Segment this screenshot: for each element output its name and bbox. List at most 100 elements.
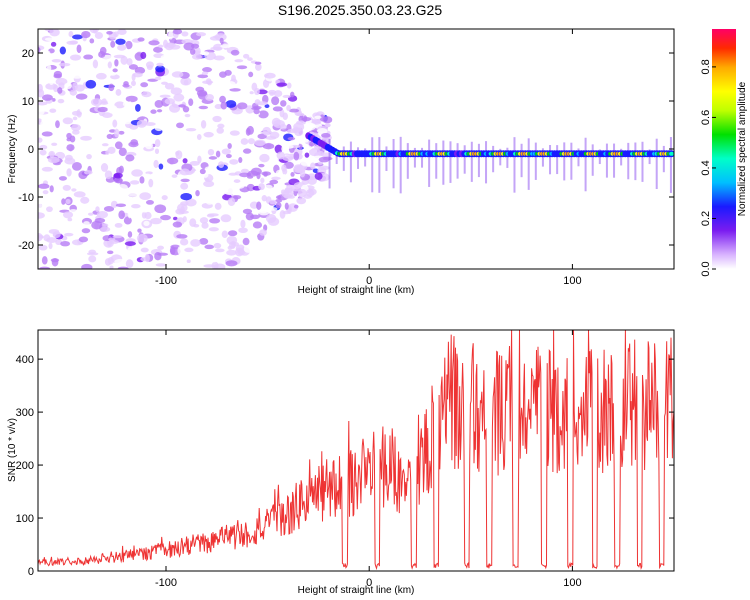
heatmap-cell	[170, 87, 183, 95]
y-tick-label: -10	[18, 192, 34, 204]
heatmap-cell	[641, 141, 644, 182]
heatmap-cell	[275, 198, 282, 203]
heatmap-cell	[83, 170, 93, 175]
heatmap-cell	[61, 198, 66, 205]
heatmap-cell	[421, 147, 424, 168]
heatmap-cell	[172, 221, 183, 228]
heatmap-cell	[178, 210, 189, 214]
heatmap-cell	[210, 46, 223, 51]
heatmap-cell	[155, 65, 166, 73]
heatmap-cell	[563, 142, 566, 181]
heatmap-cell	[65, 198, 71, 205]
heatmap-cell	[127, 88, 134, 95]
heatmap-cell	[114, 258, 127, 265]
colorbar-tick-label: 0.8	[700, 59, 712, 74]
heatmap-cell	[477, 143, 480, 178]
heatmap-cell	[294, 100, 301, 106]
snr-series-line	[38, 330, 674, 571]
heatmap-cell	[284, 202, 289, 210]
heatmap-cell	[58, 62, 71, 67]
heatmap-cell	[196, 133, 202, 141]
heatmap-cell	[282, 155, 294, 162]
heatmap-cell	[38, 232, 43, 242]
heatmap-cell	[269, 131, 280, 139]
heatmap-cell	[154, 148, 160, 155]
snr-x-label: Height of straight line (km)	[298, 585, 415, 596]
heatmap-cell	[159, 94, 171, 98]
x-tick-label: 100	[563, 577, 581, 589]
heatmap-cell	[39, 149, 47, 156]
heatmap-cell	[197, 155, 202, 164]
heatmap-cell	[135, 104, 141, 112]
heatmap-cell	[245, 105, 255, 114]
y-tick-label: 10	[22, 96, 34, 108]
heatmap-cell	[260, 177, 265, 184]
heatmap-cell	[57, 87, 63, 94]
heatmap-cell	[137, 228, 142, 233]
heatmap-cell	[385, 146, 388, 171]
heatmap-cell	[95, 72, 107, 80]
heatmap-cell	[196, 32, 207, 37]
heatmap-cell	[271, 96, 280, 106]
colorbar-tick-label: 0.4	[700, 160, 712, 175]
heatmap-cell	[81, 263, 93, 269]
heatmap-cell	[193, 47, 201, 56]
heatmap-cell	[577, 148, 580, 167]
heatmap-cell	[605, 143, 608, 178]
heatmap-cell	[129, 180, 140, 185]
heatmap-cell	[234, 59, 244, 63]
heatmap-cell	[120, 55, 128, 65]
heatmap-cell	[69, 54, 82, 61]
heatmap-cell	[108, 83, 115, 92]
heatmap-cell	[112, 235, 123, 239]
heatmap-cell	[176, 203, 188, 213]
colorbar-tick-label: 0.0	[700, 261, 712, 276]
heatmap-cell	[513, 137, 516, 193]
heatmap-cell	[114, 59, 119, 67]
heatmap-cell	[101, 182, 106, 189]
heatmap-cell	[271, 176, 281, 181]
heatmap-cell	[325, 123, 331, 128]
heatmap-cell	[288, 108, 300, 113]
heatmap-cell	[242, 237, 250, 246]
heatmap-cell	[187, 182, 196, 191]
heatmap-cell	[85, 79, 97, 89]
heatmap-cell	[318, 156, 330, 163]
heatmap-cell	[117, 29, 127, 36]
heatmap-cell	[264, 184, 273, 190]
heatmap-cell	[71, 162, 82, 171]
heatmap-cell	[634, 142, 637, 181]
heatmap-cell	[294, 128, 304, 137]
heatmap-cell	[290, 172, 295, 177]
heatmap-cell	[240, 138, 249, 145]
heatmap-cell	[219, 95, 226, 103]
heatmap-cell	[83, 54, 94, 60]
heatmap-cell	[286, 104, 291, 112]
heatmap-cell	[335, 149, 338, 165]
heatmap-cell	[229, 159, 239, 165]
heatmap-cell	[129, 124, 139, 130]
heatmap-cell	[435, 143, 438, 179]
heatmap-cell	[118, 147, 127, 157]
heatmap-cell	[127, 210, 132, 219]
heatmap-cell	[193, 29, 199, 33]
heatmap-cell	[71, 188, 77, 192]
heatmap-cell	[264, 72, 276, 79]
heatmap-cell	[280, 100, 287, 107]
heatmap-cell	[166, 157, 179, 165]
heatmap-cell	[178, 104, 186, 108]
heatmap-cell	[261, 195, 268, 202]
heatmap-cell	[156, 62, 164, 67]
heatmap-cell	[158, 154, 170, 159]
heatmap-cell	[613, 143, 616, 178]
heatmap-cell	[189, 161, 200, 166]
heatmap-cell	[312, 168, 319, 174]
heatmap-cell	[62, 211, 74, 219]
heatmap-cell	[41, 131, 53, 137]
heatmap-cell	[103, 205, 115, 212]
heatmap-cell	[161, 195, 168, 201]
heatmap-cell	[655, 138, 658, 190]
heatmap-cell	[157, 245, 164, 250]
heatmap-cell	[109, 220, 120, 224]
heatmap-cell	[238, 157, 243, 163]
